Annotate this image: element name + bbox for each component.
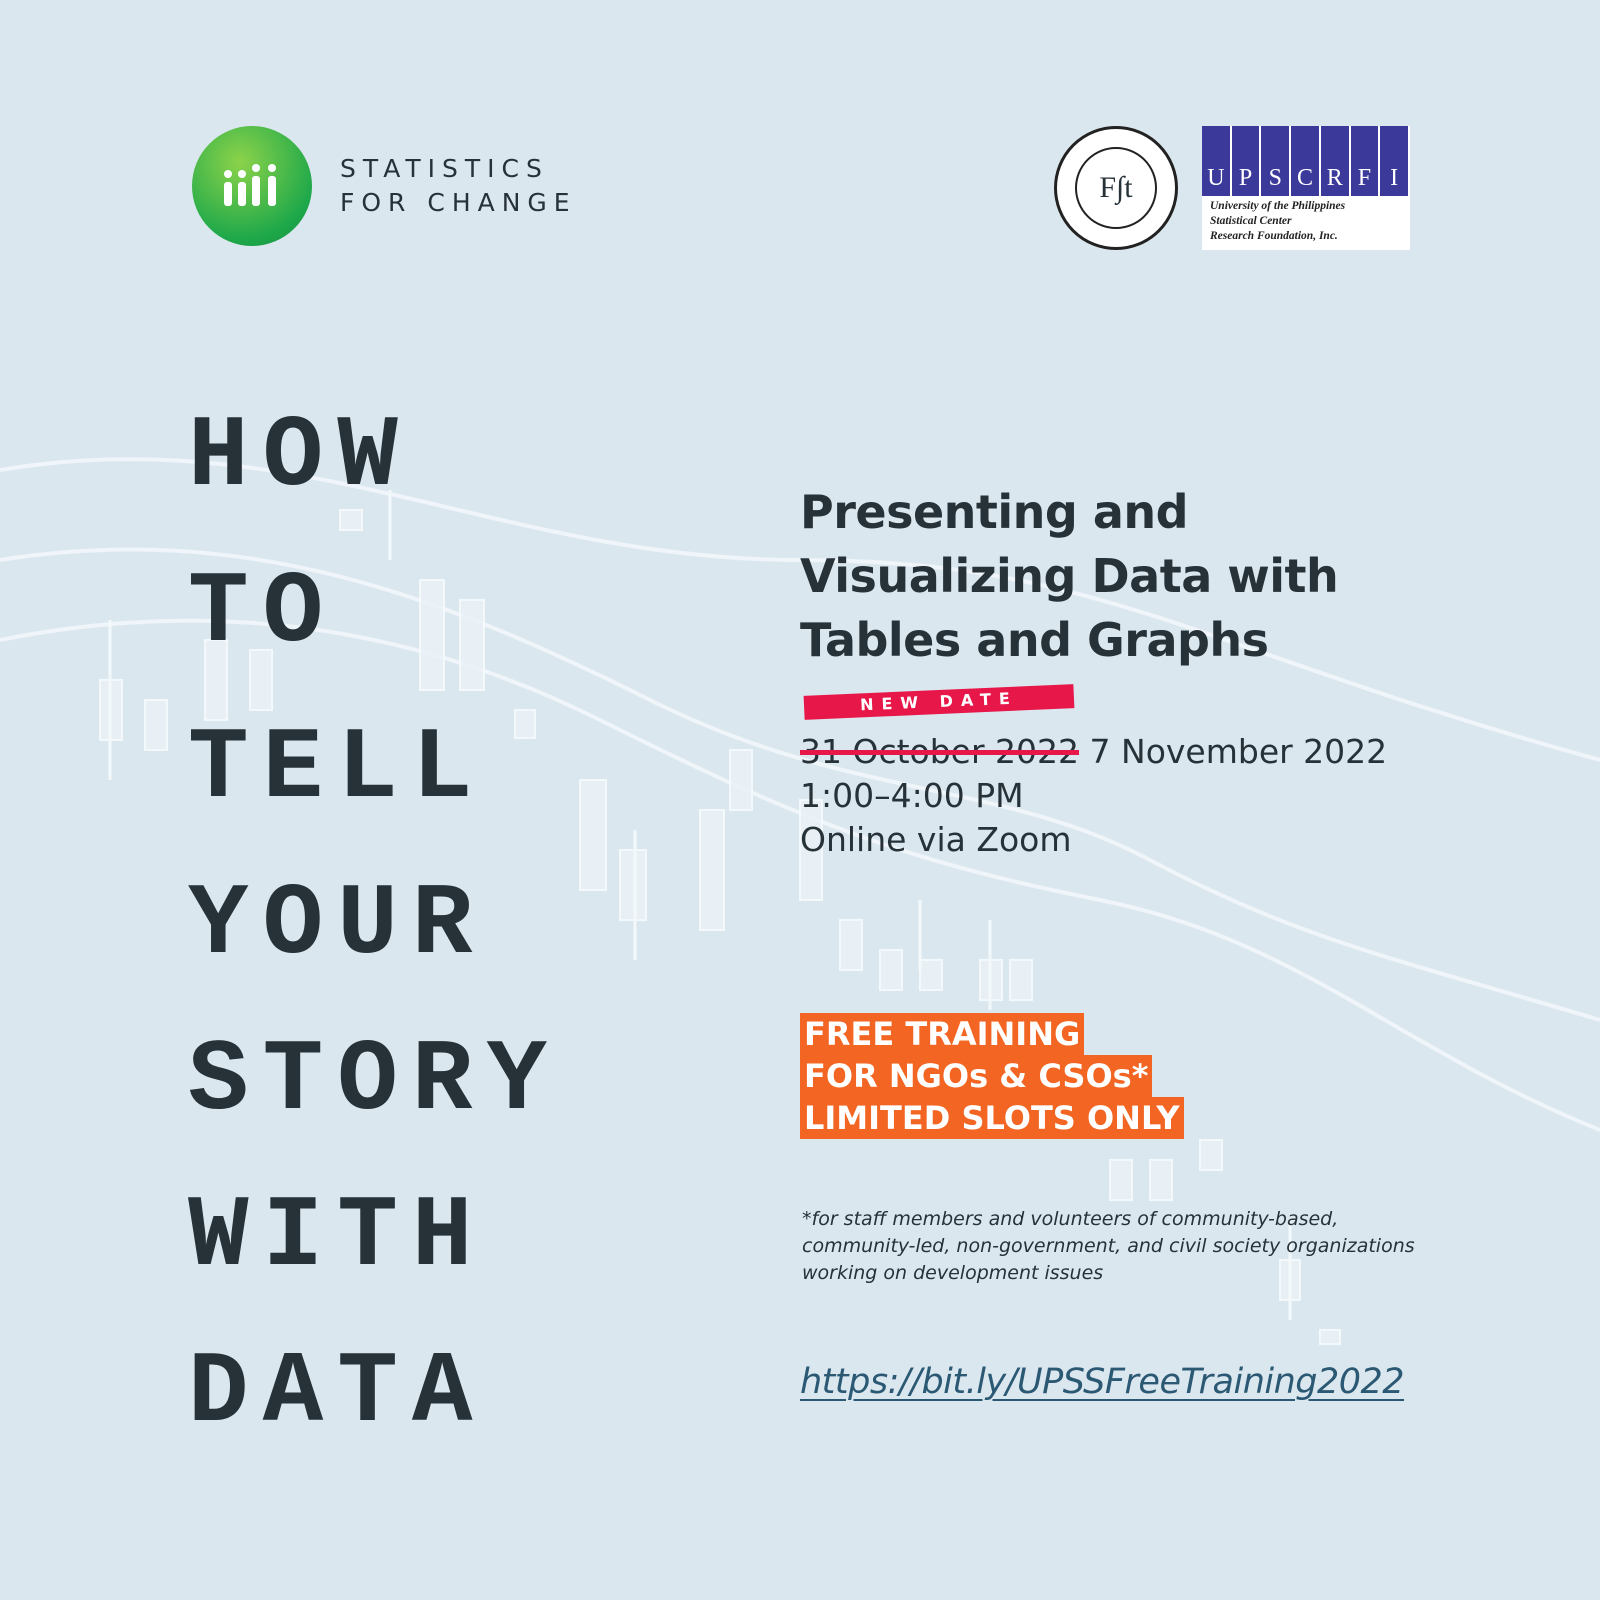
statistics-for-change-logo — [192, 126, 312, 246]
event-time: 1:00–4:00 PM — [800, 776, 1024, 815]
seal-emblem: F∫t — [1075, 147, 1157, 229]
brand-name: STATISTICS FOR CHANGE — [340, 154, 577, 217]
new-date: 7 November 2022 — [1089, 732, 1388, 771]
upscrfi-logo: U P S C R F I University of the Philippi… — [1202, 126, 1410, 250]
footnote: *for staff members and volunteers of com… — [802, 1208, 1415, 1284]
registration-link[interactable]: https://bit.ly/UPSSFreeTraining2022 — [800, 1362, 1405, 1402]
up-school-of-statistics-seal: F∫t — [1054, 126, 1178, 250]
bar-chart-icon — [224, 164, 276, 206]
event-date: 31 October 2022 7 November 2022 — [800, 730, 1387, 774]
event-details: 31 October 2022 7 November 2022 1:00–4:0… — [800, 730, 1387, 862]
subtitle: Presenting and Visualizing Data with Tab… — [800, 485, 1339, 667]
promo-banner: FREE TRAINING FOR NGOs & CSOs* LIMITED S… — [800, 1013, 1184, 1139]
old-date: 31 October 2022 — [800, 732, 1080, 771]
event-venue: Online via Zoom — [800, 820, 1072, 859]
headline: HOW TO TELL YOUR STORY WITH DATA — [188, 401, 562, 1451]
